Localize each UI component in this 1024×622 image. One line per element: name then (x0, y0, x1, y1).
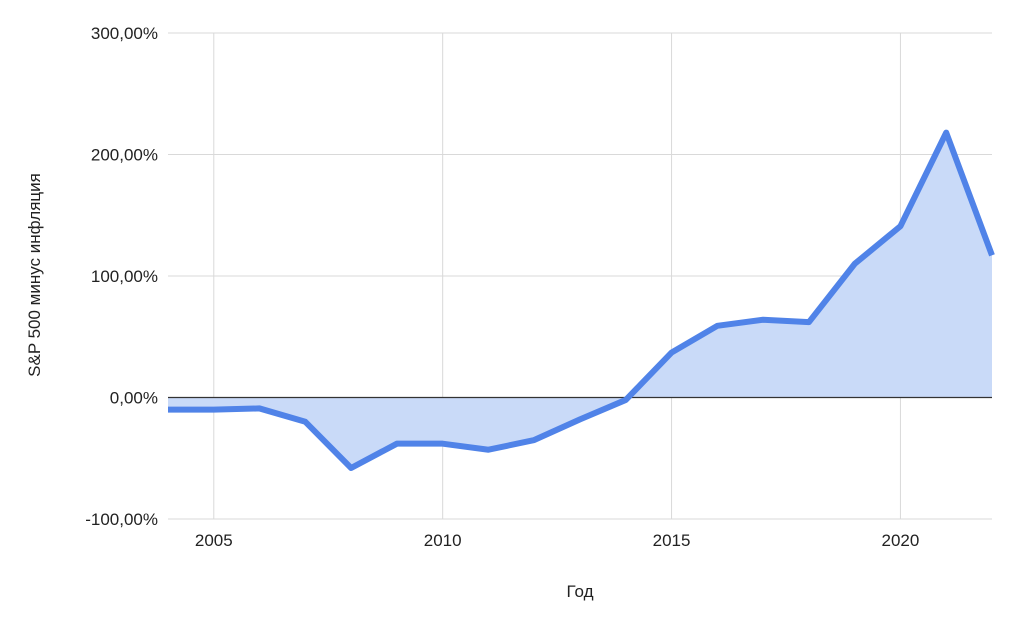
series-line (168, 129, 995, 471)
gridlines (168, 32, 992, 520)
series-area-fill (168, 132, 992, 468)
x-tick-label: 2005 (195, 531, 233, 550)
y-axis-title: S&P 500 минус инфляция (25, 173, 44, 377)
y-tick-label: 300,00% (91, 24, 158, 43)
x-tick-label: 2010 (424, 531, 462, 550)
y-tick-label: 100,00% (91, 267, 158, 286)
area-fill-layer (168, 132, 992, 468)
y-tick-label: 0,00% (110, 389, 158, 408)
series-line-layer (168, 129, 995, 471)
x-axis-title: Год (566, 582, 593, 601)
x-tick-label: 2020 (882, 531, 920, 550)
y-tick-label: 200,00% (91, 146, 158, 165)
x-axis-tick-labels: 2005 2010 2015 2020 (195, 531, 919, 550)
x-tick-label: 2015 (653, 531, 691, 550)
y-axis-tick-labels: -100,00% 0,00% 100,00% 200,00% 300,00% (85, 24, 158, 529)
y-tick-label: -100,00% (85, 510, 158, 529)
